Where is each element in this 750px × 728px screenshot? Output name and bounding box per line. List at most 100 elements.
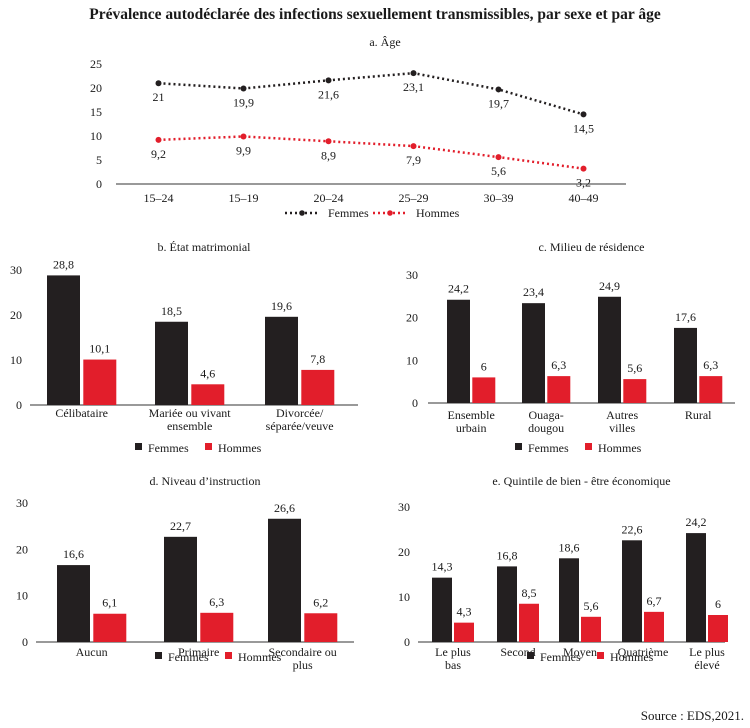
data-point bbox=[325, 138, 332, 145]
data-label: 26,6 bbox=[274, 501, 295, 515]
x-tick-label: Célibataire bbox=[55, 406, 108, 420]
x-tick-label: 15–19 bbox=[229, 191, 259, 205]
legend-hommes-label: Hommes bbox=[238, 650, 282, 664]
data-label: 24,2 bbox=[448, 282, 469, 296]
data-label: 5,6 bbox=[627, 361, 642, 375]
bar-hommes bbox=[581, 616, 601, 642]
x-tick-label: Primaire bbox=[178, 645, 219, 659]
data-label: 10,1 bbox=[89, 342, 110, 356]
data-label: 17,6 bbox=[675, 310, 696, 324]
data-label: 5,6 bbox=[584, 599, 599, 613]
bar-femmes bbox=[57, 565, 90, 642]
y-tick-label: 10 bbox=[90, 129, 102, 143]
bar-femmes bbox=[497, 566, 517, 642]
bar-hommes bbox=[304, 613, 338, 642]
main-title: Prévalence autodéclarée des infections s… bbox=[89, 6, 661, 23]
data-label: 22,6 bbox=[622, 522, 643, 536]
data-label: 8,9 bbox=[321, 148, 336, 162]
legend-a: Femmes Hommes bbox=[285, 206, 460, 220]
data-label: 9,9 bbox=[236, 143, 251, 157]
y-tick-label: 10 bbox=[16, 589, 28, 603]
bar-hommes bbox=[519, 603, 539, 642]
data-label: 6,1 bbox=[102, 596, 117, 610]
bar-femmes bbox=[674, 327, 697, 403]
x-tick-label: Le plus élevé bbox=[689, 645, 725, 672]
y-tick-label: 20 bbox=[10, 308, 22, 322]
y-tick-label: 20 bbox=[398, 545, 410, 559]
source-note: Source : EDS,2021. bbox=[640, 708, 744, 723]
data-label: 6,3 bbox=[703, 358, 718, 372]
data-label: 24,2 bbox=[686, 515, 707, 529]
legend-femmes-marker bbox=[299, 210, 305, 216]
data-label: 22,7 bbox=[170, 519, 191, 533]
data-label: 9,2 bbox=[151, 147, 166, 161]
data-label: 6,7 bbox=[647, 594, 662, 608]
data-label: 23,4 bbox=[523, 285, 544, 299]
y-tick-label: 15 bbox=[90, 105, 102, 119]
y-tick-label: 10 bbox=[406, 353, 418, 367]
legend-femmes-swatch bbox=[515, 443, 522, 450]
x-tick-label: 40–49 bbox=[569, 191, 599, 205]
legend-hommes-swatch bbox=[205, 443, 212, 450]
x-tick-label: 25–29 bbox=[399, 191, 429, 205]
y-tick-label: 0 bbox=[96, 177, 102, 191]
data-label: 6 bbox=[715, 597, 721, 611]
data-label: 19,6 bbox=[271, 299, 292, 313]
x-tick-label: 20–24 bbox=[314, 191, 344, 205]
x-tick-label: 15–24 bbox=[144, 191, 174, 205]
x-tick-label: Second bbox=[500, 645, 535, 659]
data-point bbox=[410, 143, 417, 150]
data-label: 14,5 bbox=[573, 121, 594, 135]
legend-hommes-swatch bbox=[225, 652, 232, 659]
legend-e: Femmes Hommes bbox=[527, 650, 654, 664]
data-label: 6,3 bbox=[551, 358, 566, 372]
data-label: 6,2 bbox=[313, 595, 328, 609]
data-label: 18,6 bbox=[559, 540, 580, 554]
legend-c: Femmes Hommes bbox=[515, 441, 642, 455]
bar-hommes bbox=[301, 369, 335, 405]
legend-femmes-swatch bbox=[527, 652, 534, 659]
chart-title-b: b. État matrimonial bbox=[158, 240, 252, 254]
bar-hommes bbox=[93, 613, 127, 642]
y-tick-label: 0 bbox=[22, 635, 28, 649]
bar-femmes bbox=[622, 540, 642, 642]
x-tick-label: Autres villes bbox=[606, 408, 638, 435]
y-tick-label: 30 bbox=[16, 496, 28, 510]
bar-hommes bbox=[708, 615, 728, 642]
data-label: 23,1 bbox=[403, 80, 424, 94]
legend-femmes-swatch bbox=[155, 652, 162, 659]
x-tick-label: Divorcée/séparée/veuve bbox=[266, 406, 334, 433]
chart-title-d: d. Niveau d’instruction bbox=[150, 474, 261, 488]
data-label: 24,9 bbox=[599, 279, 620, 293]
data-point bbox=[240, 85, 247, 92]
legend-femmes-label: Femmes bbox=[148, 441, 189, 455]
legend-femmes-label: Femmes bbox=[528, 441, 569, 455]
x-tick-label: Secondaire ou plus bbox=[268, 645, 336, 672]
x-tick-label: 30–39 bbox=[484, 191, 514, 205]
bar-femmes bbox=[686, 533, 706, 642]
legend-d: Femmes Hommes bbox=[155, 650, 282, 664]
data-label: 8,5 bbox=[522, 586, 537, 600]
data-label: 21 bbox=[153, 90, 165, 104]
data-label: 7,8 bbox=[310, 352, 325, 366]
legend-femmes-swatch bbox=[135, 443, 142, 450]
data-label: 19,9 bbox=[233, 95, 254, 109]
data-label: 16,8 bbox=[497, 548, 518, 562]
chart-title-a: a. Âge bbox=[369, 35, 400, 49]
data-label: 14,3 bbox=[432, 560, 453, 574]
bar-femmes bbox=[522, 303, 545, 403]
bar-femmes bbox=[268, 518, 301, 642]
bar-femmes bbox=[265, 316, 298, 405]
chart-title-c: c. Milieu de résidence bbox=[539, 240, 645, 254]
y-tick-label: 25 bbox=[90, 57, 102, 71]
y-tick-label: 30 bbox=[406, 268, 418, 282]
data-label: 4,3 bbox=[457, 605, 472, 619]
y-tick-label: 0 bbox=[412, 396, 418, 410]
y-tick-label: 20 bbox=[90, 81, 102, 95]
data-label: 7,9 bbox=[406, 153, 421, 167]
legend-hommes-label: Hommes bbox=[610, 650, 654, 664]
x-tick-label: Quatrième bbox=[618, 645, 669, 659]
data-label: 6 bbox=[481, 359, 487, 373]
legend-femmes-label: Femmes bbox=[540, 650, 581, 664]
